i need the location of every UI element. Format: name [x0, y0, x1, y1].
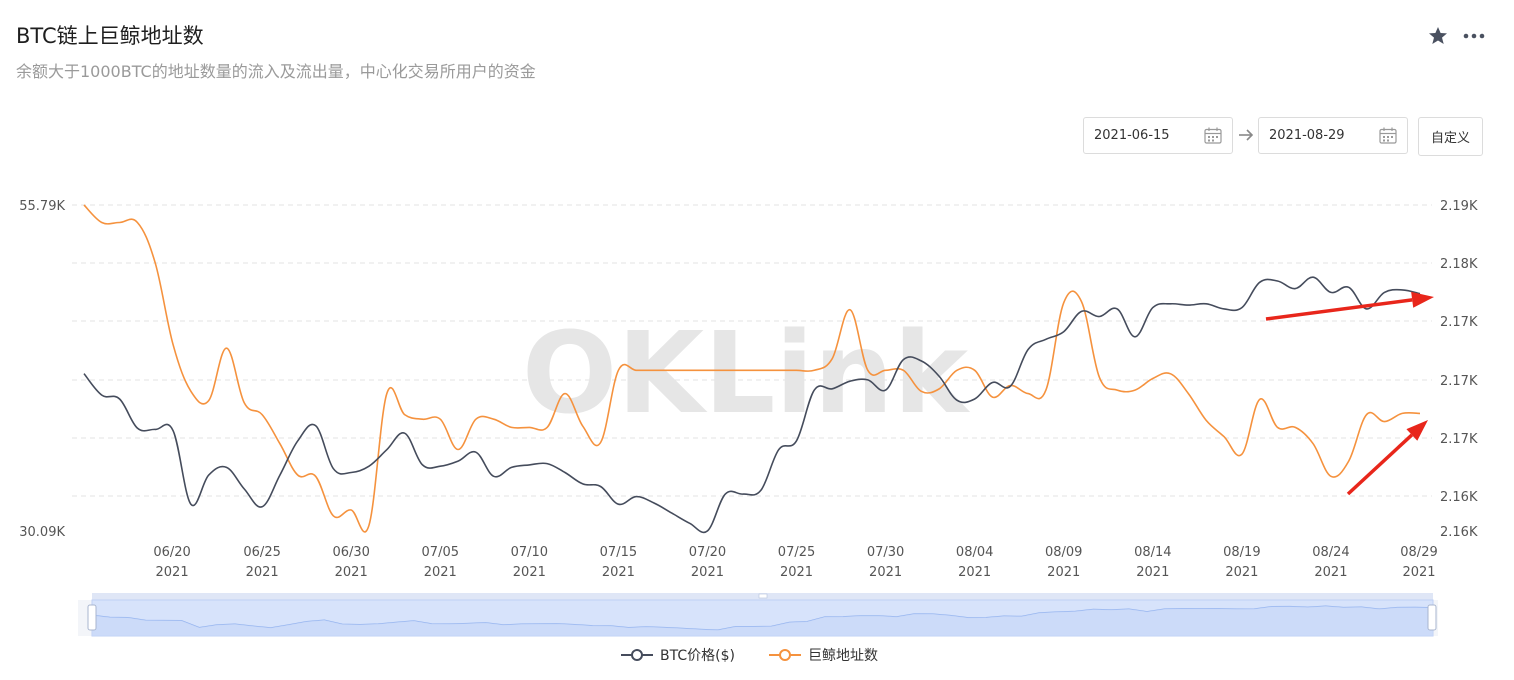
start-date-value: 2021-06-15: [1094, 128, 1170, 143]
y-right-tick-label: 2.17K: [1440, 374, 1478, 389]
x-tick-year-label: 2021: [246, 565, 279, 580]
x-tick-label: 07/10: [511, 545, 548, 560]
custom-range-button[interactable]: 自定义: [1418, 117, 1483, 156]
start-date-field[interactable]: 2021-06-15: [1083, 117, 1233, 154]
star-icon[interactable]: [1428, 26, 1448, 46]
x-tick-label: 08/04: [956, 545, 993, 560]
x-tick-label: 08/19: [1223, 545, 1260, 560]
y-right-tick-label: 2.17K: [1440, 315, 1478, 330]
x-tick-label: 06/25: [243, 545, 280, 560]
page-subtitle: 余额大于1000BTC的地址数量的流入及流出量，中心化交易所用户的资金: [16, 62, 536, 81]
chart: OKLink 55.79K 30.09K 2.19K 2.18K 2.17K 2.17K 2…: [19, 199, 1478, 637]
zoom-handle-left: [87, 604, 97, 631]
x-tick-label: 08/09: [1045, 545, 1082, 560]
legend-item-price[interactable]: BTC价格($): [620, 645, 735, 665]
x-tick-year-label: 2021: [869, 565, 902, 580]
end-date-value: 2021-08-29: [1269, 128, 1345, 143]
legend-label-whale: 巨鲸地址数: [808, 648, 878, 664]
legend-label-price: BTC价格($): [660, 648, 735, 664]
annotation-arrow-lower: [1346, 420, 1428, 496]
x-tick-label: 06/20: [153, 545, 190, 560]
x-tick-label: 07/20: [689, 545, 726, 560]
x-tick-year-label: 2021: [780, 565, 813, 580]
series-line-whale-count: [83, 204, 1421, 533]
x-tick-year-label: 2021: [1402, 565, 1435, 580]
x-tick-label: 08/14: [1134, 545, 1171, 560]
zoom-slider-preview-area: [92, 606, 1433, 636]
line-marker-icon: [621, 649, 653, 661]
y-right-tick-label: 2.18K: [1440, 257, 1478, 272]
calendar-icon: [1379, 127, 1397, 144]
end-date-field[interactable]: 2021-08-29: [1258, 117, 1408, 154]
x-tick-year-label: 2021: [1225, 565, 1258, 580]
y-left-tick-label: 55.79K: [19, 199, 65, 214]
x-tick-label: 07/05: [422, 545, 459, 560]
arrow-head: [1406, 420, 1428, 441]
arrow-shaft: [1346, 433, 1414, 496]
legend-item-whale[interactable]: 巨鲸地址数: [768, 645, 878, 665]
y-right-tick-label: 2.16K: [1440, 525, 1478, 540]
x-tick-year-label: 2021: [424, 565, 457, 580]
x-tick-label: 06/30: [332, 545, 369, 560]
zoom-drag-grip: [758, 593, 768, 599]
x-tick-year-label: 2021: [513, 565, 546, 580]
arrow-shaft: [1265, 298, 1413, 321]
y-right-tick-label: 2.17K: [1440, 432, 1478, 447]
x-tick-year-label: 2021: [602, 565, 635, 580]
x-tick-year-label: 2021: [1047, 565, 1080, 580]
x-tick-label: 08/24: [1312, 545, 1349, 560]
y-left-tick-label: 30.09K: [19, 525, 65, 540]
calendar-icon: [1204, 127, 1222, 144]
zoom-handle-right: [1427, 604, 1437, 631]
annotation-arrow-upper: [1265, 291, 1434, 321]
y-right-tick-label: 2.19K: [1440, 199, 1478, 214]
arrow-right-icon: [1239, 129, 1254, 141]
x-tick-label: 07/15: [600, 545, 637, 560]
page-title: BTC链上巨鲸地址数: [16, 24, 204, 48]
x-tick-year-label: 2021: [1314, 565, 1347, 580]
x-tick-year-label: 2021: [156, 565, 189, 580]
more-icon[interactable]: [1462, 26, 1486, 46]
y-right-tick-label: 2.16K: [1440, 490, 1478, 505]
series-line-btc-price: [83, 276, 1421, 534]
watermark: OKLink: [522, 309, 970, 439]
zoom-slider[interactable]: [78, 593, 1438, 637]
line-marker-icon: [769, 649, 801, 661]
legend: BTC价格($) 巨鲸地址数: [0, 645, 1514, 669]
x-tick-year-label: 2021: [958, 565, 991, 580]
x-tick-label: 07/25: [778, 545, 815, 560]
x-tick-label: 08/29: [1400, 545, 1437, 560]
arrow-head: [1411, 291, 1434, 308]
x-tick-year-label: 2021: [1136, 565, 1169, 580]
x-tick-year-label: 2021: [691, 565, 724, 580]
x-tick-year-label: 2021: [335, 565, 368, 580]
x-tick-label: 07/30: [867, 545, 904, 560]
